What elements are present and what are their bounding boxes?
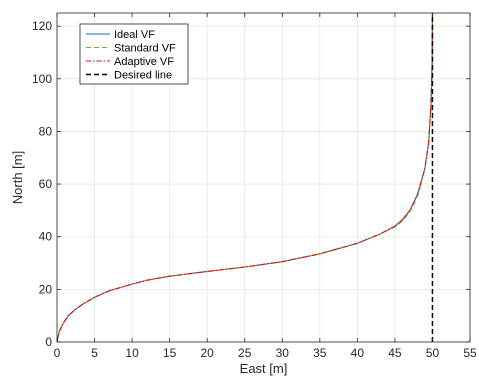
x-tick-label: 50 xyxy=(426,346,440,360)
y-tick-label: 120 xyxy=(32,19,52,33)
x-tick-label: 45 xyxy=(388,346,402,360)
x-tick-label: 25 xyxy=(238,346,252,360)
x-tick-label: 10 xyxy=(125,346,139,360)
y-tick-label: 80 xyxy=(39,124,53,138)
legend-label: Desired line xyxy=(114,70,172,82)
y-axis-label: North [m] xyxy=(10,151,25,204)
x-axis-label: East [m] xyxy=(240,361,288,376)
x-tick-label: 20 xyxy=(201,346,215,360)
legend-label: Standard VF xyxy=(114,43,176,55)
legend-label: Adaptive VF xyxy=(114,56,174,68)
y-tick-label: 60 xyxy=(39,177,53,191)
series-layer xyxy=(56,12,434,343)
y-tick-label: 40 xyxy=(39,230,53,244)
y-tick-label: 20 xyxy=(39,282,53,296)
y-tick-label: 100 xyxy=(32,72,52,86)
x-tick-label: 40 xyxy=(351,346,365,360)
x-tick-label: 0 xyxy=(54,346,61,360)
ticks xyxy=(56,13,471,343)
x-tick-label: 30 xyxy=(276,346,290,360)
x-tick-label: 55 xyxy=(463,346,477,360)
tick-labels: 0 5 10 15 20 25 30 35 40 45 50 55 0 20 40 60 80 100 120 xyxy=(32,19,477,360)
x-tick-label: 15 xyxy=(163,346,177,360)
x-tick-label: 5 xyxy=(91,346,98,360)
legend-label: Ideal VF xyxy=(114,29,155,41)
y-tick-label: 0 xyxy=(45,335,52,349)
plot-border xyxy=(56,12,471,343)
x-tick-label: 35 xyxy=(313,346,327,360)
series-line-adaptive-vf xyxy=(56,12,433,343)
